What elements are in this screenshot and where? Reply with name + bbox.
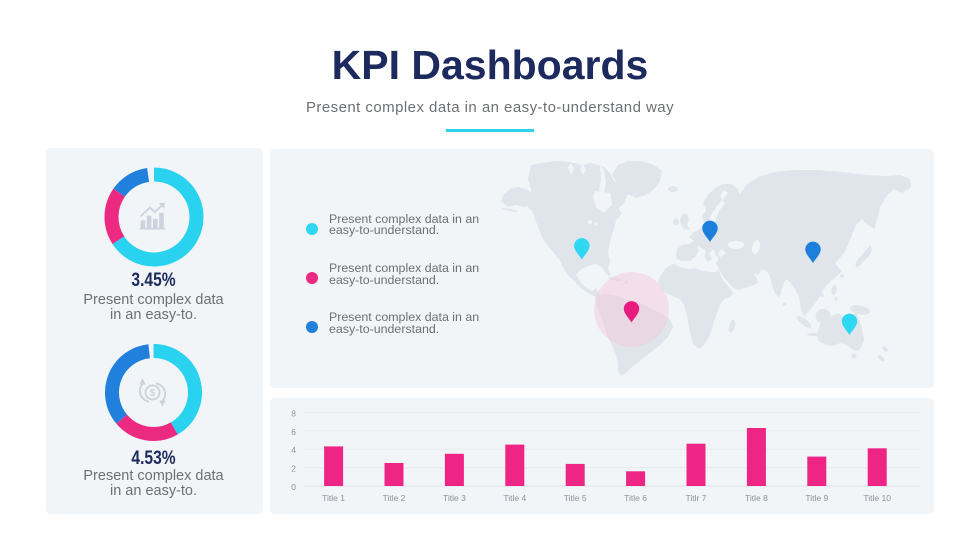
- svg-text:$: $: [150, 388, 156, 399]
- svg-text:0: 0: [291, 482, 296, 492]
- svg-text:2: 2: [291, 464, 296, 474]
- svg-text:Title 3: Title 3: [443, 493, 466, 503]
- svg-text:Title 6: Title 6: [624, 493, 647, 503]
- svg-text:Title 9: Title 9: [805, 493, 828, 503]
- svg-text:Title 10: Title 10: [863, 493, 891, 503]
- svg-text:Title 2: Title 2: [383, 493, 406, 503]
- svg-text:6: 6: [291, 427, 296, 437]
- svg-text:Title 4: Title 4: [503, 493, 526, 503]
- svg-text:4: 4: [291, 445, 296, 455]
- svg-text:Titlr 7: Titlr 7: [686, 493, 707, 503]
- svg-text:Title 1: Title 1: [322, 493, 345, 503]
- svg-text:Title 5: Title 5: [564, 493, 587, 503]
- svg-text:Title 8: Title 8: [745, 493, 768, 503]
- svg-text:8: 8: [291, 408, 296, 418]
